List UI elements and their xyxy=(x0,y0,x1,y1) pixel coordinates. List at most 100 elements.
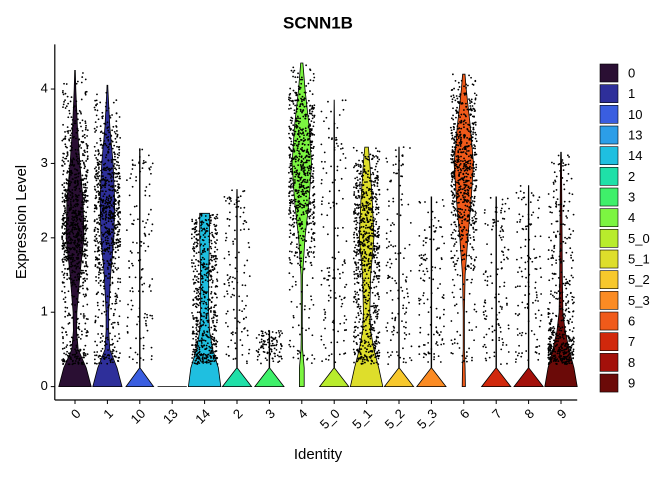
jitter-point xyxy=(77,233,80,235)
x-tick-label: 5_0 xyxy=(317,406,343,432)
jitter-point xyxy=(109,259,112,262)
jitter-point xyxy=(453,243,456,245)
jitter-point xyxy=(86,303,89,306)
jitter-point xyxy=(215,242,217,245)
jitter-point xyxy=(74,362,77,365)
jitter-point xyxy=(98,273,100,276)
jitter-point xyxy=(98,271,100,274)
jitter-point xyxy=(62,358,65,360)
jitter-point xyxy=(300,181,303,184)
jitter-point xyxy=(296,115,299,118)
jitter-point xyxy=(329,289,332,292)
jitter-point xyxy=(117,201,120,204)
jitter-point xyxy=(389,180,392,183)
jitter-point xyxy=(355,164,358,167)
jitter-point xyxy=(113,163,116,165)
jitter-point xyxy=(142,242,145,245)
jitter-point xyxy=(85,228,88,231)
jitter-point xyxy=(81,203,84,206)
jitter-point xyxy=(76,263,79,265)
jitter-point xyxy=(441,199,444,201)
jitter-point xyxy=(334,227,336,230)
jitter-point xyxy=(439,316,441,319)
jitter-point xyxy=(375,223,378,226)
jitter-point xyxy=(292,199,295,202)
jitter-point xyxy=(260,346,263,349)
jitter-point xyxy=(374,294,377,297)
jitter-point xyxy=(235,215,238,218)
jitter-point xyxy=(302,109,305,111)
jitter-point xyxy=(208,345,211,348)
jitter-point xyxy=(298,158,300,161)
jitter-point xyxy=(458,347,461,349)
jitter-point xyxy=(94,150,97,152)
jitter-point xyxy=(376,157,379,159)
jitter-point xyxy=(404,247,406,250)
jitter-point xyxy=(197,264,200,267)
jitter-point xyxy=(76,235,79,238)
jitter-point xyxy=(310,222,312,225)
jitter-point xyxy=(344,99,347,102)
jitter-point xyxy=(313,245,316,248)
jitter-point xyxy=(356,275,359,277)
jitter-point xyxy=(111,281,114,284)
jitter-point xyxy=(117,321,119,324)
jitter-point xyxy=(303,204,306,207)
jitter-point xyxy=(374,208,377,211)
jitter-point xyxy=(310,166,313,169)
jitter-point xyxy=(215,225,218,227)
jitter-point xyxy=(205,344,208,347)
jitter-point xyxy=(456,190,459,193)
jitter-point xyxy=(117,223,120,226)
jitter-point xyxy=(358,195,361,198)
jitter-point xyxy=(70,242,72,245)
jitter-point xyxy=(63,227,66,230)
jitter-point xyxy=(64,310,67,313)
jitter-point xyxy=(113,219,115,222)
jitter-point xyxy=(308,153,311,156)
jitter-point xyxy=(308,118,311,121)
jitter-point xyxy=(360,254,363,257)
jitter-point xyxy=(126,331,129,333)
jitter-point xyxy=(195,221,198,224)
jitter-point xyxy=(312,108,315,110)
jitter-point xyxy=(110,265,113,268)
jitter-point xyxy=(118,116,121,118)
jitter-point xyxy=(117,241,120,244)
jitter-point xyxy=(112,212,115,215)
x-tick-label: 1 xyxy=(100,406,116,422)
jitter-point xyxy=(262,343,265,346)
jitter-point xyxy=(131,304,134,307)
jitter-point xyxy=(372,255,375,258)
jitter-point xyxy=(361,264,364,267)
jitter-point xyxy=(228,202,231,205)
jitter-point xyxy=(290,107,292,110)
jitter-point xyxy=(66,223,69,226)
jitter-point xyxy=(467,209,470,212)
jitter-point xyxy=(369,345,372,348)
jitter-point xyxy=(80,81,83,84)
jitter-point xyxy=(374,250,376,253)
jitter-point xyxy=(75,187,78,190)
jitter-point xyxy=(435,307,438,310)
jitter-point xyxy=(451,352,454,355)
jitter-point xyxy=(440,343,443,346)
jitter-point xyxy=(108,233,110,236)
jitter-point xyxy=(365,206,368,209)
jitter-point xyxy=(200,287,203,290)
jitter-point xyxy=(288,343,291,346)
jitter-point xyxy=(214,314,217,316)
jitter-point xyxy=(324,313,326,316)
jitter-point xyxy=(320,335,323,338)
jitter-point xyxy=(74,122,77,125)
jitter-point xyxy=(214,311,217,314)
jitter-point xyxy=(302,115,305,118)
jitter-point xyxy=(360,233,363,236)
jitter-point xyxy=(82,287,84,290)
jitter-point xyxy=(76,200,79,203)
jitter-point xyxy=(63,204,65,207)
jitter-point xyxy=(81,211,84,214)
jitter-point xyxy=(111,350,113,353)
jitter-point xyxy=(354,321,357,324)
jitter-point xyxy=(322,319,325,321)
